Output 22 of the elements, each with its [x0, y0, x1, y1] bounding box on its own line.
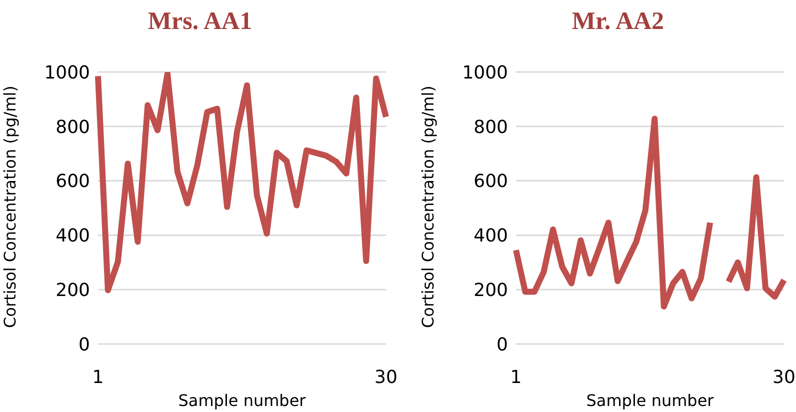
y-tick-label: 800 — [474, 116, 508, 138]
y-tick-label: 600 — [474, 171, 508, 192]
y-tick-label: 800 — [56, 116, 90, 138]
chart-title: Mr. AA2 — [570, 8, 666, 36]
y-tick-label: 1000 — [44, 62, 90, 84]
x-axis-title: Sample number — [586, 391, 714, 410]
y-axis-title: Cortisol Concentration (pg/ml) — [418, 86, 438, 328]
x-axis-title: Sample number — [178, 391, 306, 410]
y-tick-label: 0 — [78, 334, 90, 356]
y-tick-label: 1000 — [462, 62, 508, 84]
y-tick-label: 600 — [56, 171, 90, 192]
x-tick-label: 30 — [374, 366, 398, 388]
x-tick-label: 30 — [772, 366, 796, 388]
y-tick-label: 400 — [56, 226, 90, 247]
x-tick-label: 1 — [92, 366, 104, 388]
x-tick-label: 1 — [510, 366, 522, 388]
y-tick-label: 0 — [496, 334, 508, 356]
y-tick-label: 400 — [474, 226, 508, 247]
y-tick-label: 200 — [56, 280, 90, 301]
y-tick-label: 200 — [474, 280, 508, 301]
y-axis-title: Cortisol Concentration (pg/ml) — [0, 86, 20, 328]
chart-title: Mrs. AA1 — [146, 8, 254, 36]
